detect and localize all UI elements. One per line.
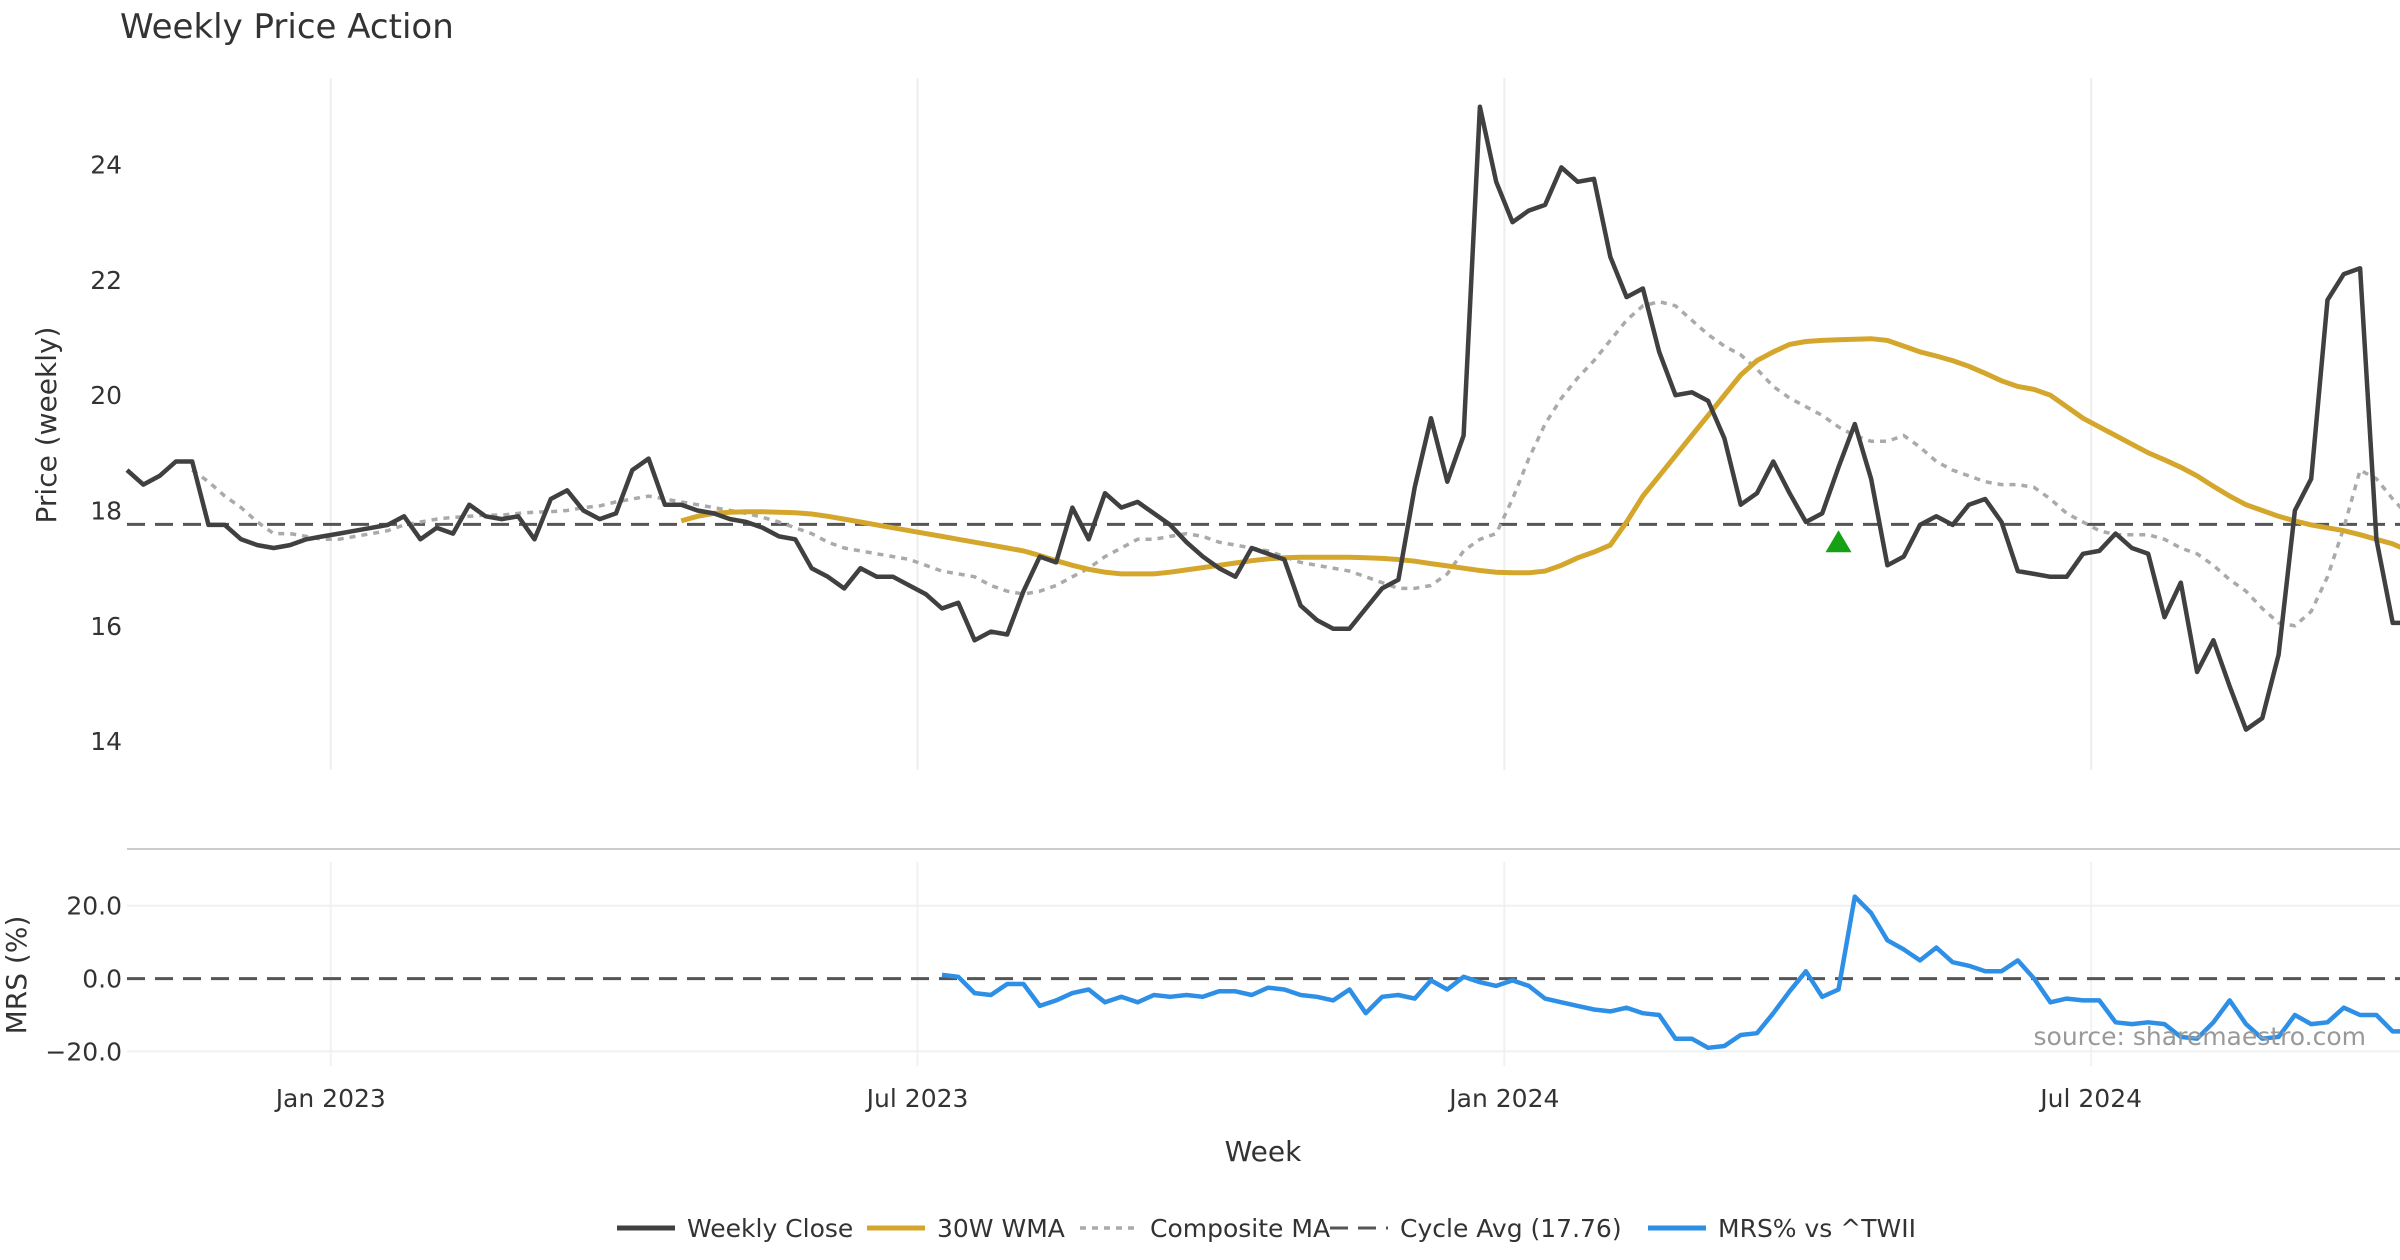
mrs-y-axis-label: MRS (%) — [0, 916, 33, 1035]
mrs-y-ticks: 20.0 0.0 −20.0 — [45, 892, 122, 1067]
price-y-tick-label: 20 — [90, 381, 122, 410]
price-y-tick-label: 18 — [90, 497, 122, 526]
wma-30w-line — [680, 336, 2400, 577]
price-y-ticks: 14 16 18 20 22 24 — [90, 151, 122, 757]
mrs-line — [941, 894, 2400, 1051]
price-y-axis-label: Price (weekly) — [30, 327, 63, 524]
signal-markers — [1825, 530, 1852, 553]
price-y-tick-label: 14 — [90, 727, 122, 756]
mrs-y-tick-label: −20.0 — [45, 1037, 122, 1066]
source-label: source: sharemaestro.com — [2034, 1022, 2367, 1051]
mrs-y-tick-label: 0.0 — [82, 965, 122, 994]
x-axis-label: Week — [1225, 1135, 1302, 1168]
x-tick-label: Jan 2024 — [1447, 1084, 1559, 1113]
price-panel: 14 16 18 20 22 24 Price (weekly) — [30, 78, 2400, 770]
x-tick-label: Jan 2023 — [274, 1084, 386, 1113]
x-tick-label: Jul 2024 — [2038, 1084, 2142, 1113]
mrs-gridlines — [127, 862, 2400, 1066]
mrs-panel: 20.0 0.0 −20.0 MRS (%) source: sharemaestr… — [0, 862, 2400, 1066]
legend-label-composite: Composite MA — [1150, 1214, 1330, 1243]
legend: Weekly Close 30W WMA Composite MA Cycle Avg… — [617, 1214, 1916, 1243]
legend-label-close: Weekly Close — [687, 1214, 853, 1243]
buy-signal-marker — [1825, 530, 1852, 553]
price-y-tick-label: 24 — [90, 151, 122, 180]
chart-title: Weekly Price Action — [120, 7, 454, 47]
legend-label-wma: 30W WMA — [937, 1214, 1065, 1243]
mrs-y-tick-label: 20.0 — [66, 892, 122, 921]
weekly-close-line — [125, 104, 2400, 732]
price-y-tick-label: 22 — [90, 266, 122, 295]
legend-label-cycle: Cycle Avg (17.76) — [1400, 1214, 1622, 1243]
x-tick-label: Jul 2023 — [865, 1084, 969, 1113]
composite-ma-line — [191, 299, 2400, 628]
price-y-tick-label: 16 — [90, 612, 122, 641]
legend-label-mrs: MRS% vs ^TWII — [1718, 1214, 1916, 1243]
